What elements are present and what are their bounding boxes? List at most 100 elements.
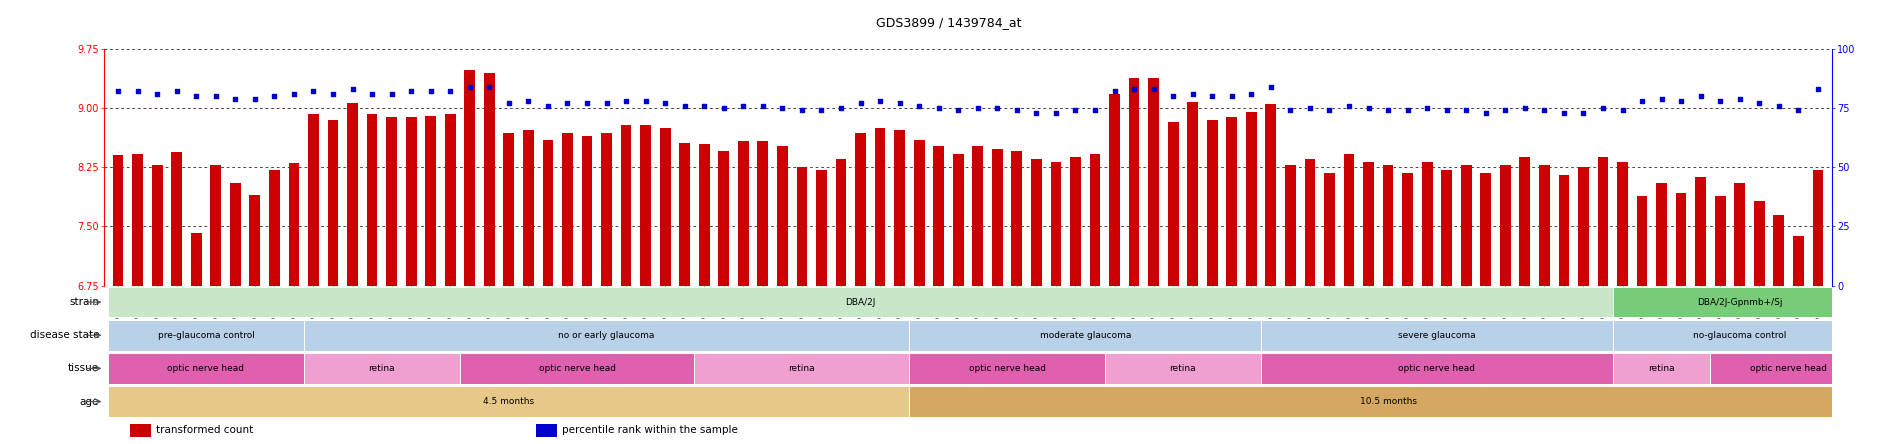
Point (786, 107, 816, 114)
Bar (661, 128, 670, 285)
Point (338, 86, 368, 93)
Bar (1012, 151, 1023, 285)
Point (512, 97, 543, 104)
Bar (1108, 94, 1120, 285)
Text: optic nerve head: optic nerve head (1750, 364, 1828, 373)
Point (865, 97, 896, 104)
Point (1002, 107, 1033, 114)
Text: optic nerve head: optic nerve head (1399, 364, 1475, 373)
Bar (347, 103, 359, 285)
Bar (1344, 154, 1355, 285)
Bar (797, 167, 807, 285)
Bar (1539, 165, 1551, 285)
Point (201, 93, 232, 100)
Point (903, 102, 934, 109)
Bar (909, 386, 1868, 417)
Point (670, 102, 700, 109)
Point (1139, 86, 1169, 93)
Point (981, 104, 1012, 111)
Point (708, 104, 738, 111)
Bar (1558, 175, 1570, 285)
Point (1608, 107, 1638, 114)
Bar (909, 320, 1260, 350)
Text: retina: retina (1647, 364, 1674, 373)
Bar (524, 130, 533, 285)
Point (260, 93, 290, 100)
Bar (835, 159, 847, 285)
Bar (1325, 173, 1334, 285)
Bar (304, 353, 459, 384)
Bar (913, 139, 924, 285)
Bar (717, 151, 729, 285)
Bar (444, 114, 456, 285)
Bar (1613, 287, 1868, 317)
Bar (757, 141, 769, 285)
Bar (894, 130, 905, 285)
Point (239, 95, 270, 102)
Point (1275, 107, 1306, 114)
Point (1236, 90, 1266, 97)
Bar (695, 353, 909, 384)
Bar (1304, 159, 1315, 285)
Bar (1167, 122, 1179, 285)
Point (1256, 83, 1287, 90)
Bar (459, 353, 695, 384)
Text: optic nerve head: optic nerve head (539, 364, 615, 373)
Bar (108, 353, 304, 384)
Point (1509, 104, 1539, 111)
Point (807, 107, 837, 114)
Bar (1363, 162, 1374, 285)
Point (1549, 109, 1579, 116)
Bar (1050, 162, 1061, 285)
Point (1353, 104, 1384, 111)
Bar (1754, 201, 1765, 285)
Point (1763, 102, 1794, 109)
Bar (304, 320, 909, 350)
Point (376, 90, 406, 97)
Point (357, 90, 387, 97)
Bar (1710, 353, 1868, 384)
Point (1725, 95, 1756, 102)
Bar (816, 170, 828, 285)
Point (1158, 93, 1188, 100)
Point (1704, 97, 1735, 104)
Bar (1089, 154, 1101, 285)
Bar (406, 118, 416, 285)
Point (1471, 109, 1501, 116)
Bar (1382, 165, 1393, 285)
Point (1198, 93, 1228, 100)
Bar (108, 287, 1613, 317)
Text: no or early glaucoma: no or early glaucoma (558, 331, 655, 340)
Point (1372, 107, 1403, 114)
Text: pre-glaucoma control: pre-glaucoma control (158, 331, 254, 340)
Bar (192, 233, 201, 285)
Bar (1617, 162, 1628, 285)
Bar (288, 163, 300, 285)
Bar (535, 424, 556, 437)
Bar (972, 146, 983, 285)
Text: moderate glaucoma: moderate glaucoma (1040, 331, 1131, 340)
Text: no-glaucoma control: no-glaucoma control (1693, 331, 1786, 340)
Point (592, 100, 623, 107)
Bar (1613, 353, 1710, 384)
Point (121, 88, 152, 95)
Bar (562, 133, 573, 285)
Bar (1422, 162, 1433, 285)
Point (416, 88, 446, 95)
Point (767, 104, 797, 111)
Bar (465, 70, 474, 285)
Point (454, 83, 484, 90)
Text: transformed count: transformed count (156, 425, 254, 435)
Bar (1636, 196, 1647, 285)
Text: DBA/2J-Gpnmb+/Sj: DBA/2J-Gpnmb+/Sj (1697, 297, 1782, 307)
Point (649, 100, 679, 107)
Bar (1207, 120, 1219, 285)
Text: retina: retina (788, 364, 816, 373)
Point (1627, 97, 1657, 104)
Bar (1499, 165, 1511, 285)
Point (1118, 86, 1148, 93)
Point (1061, 107, 1091, 114)
Point (1313, 107, 1344, 114)
Point (826, 104, 856, 111)
Bar (1676, 193, 1687, 285)
